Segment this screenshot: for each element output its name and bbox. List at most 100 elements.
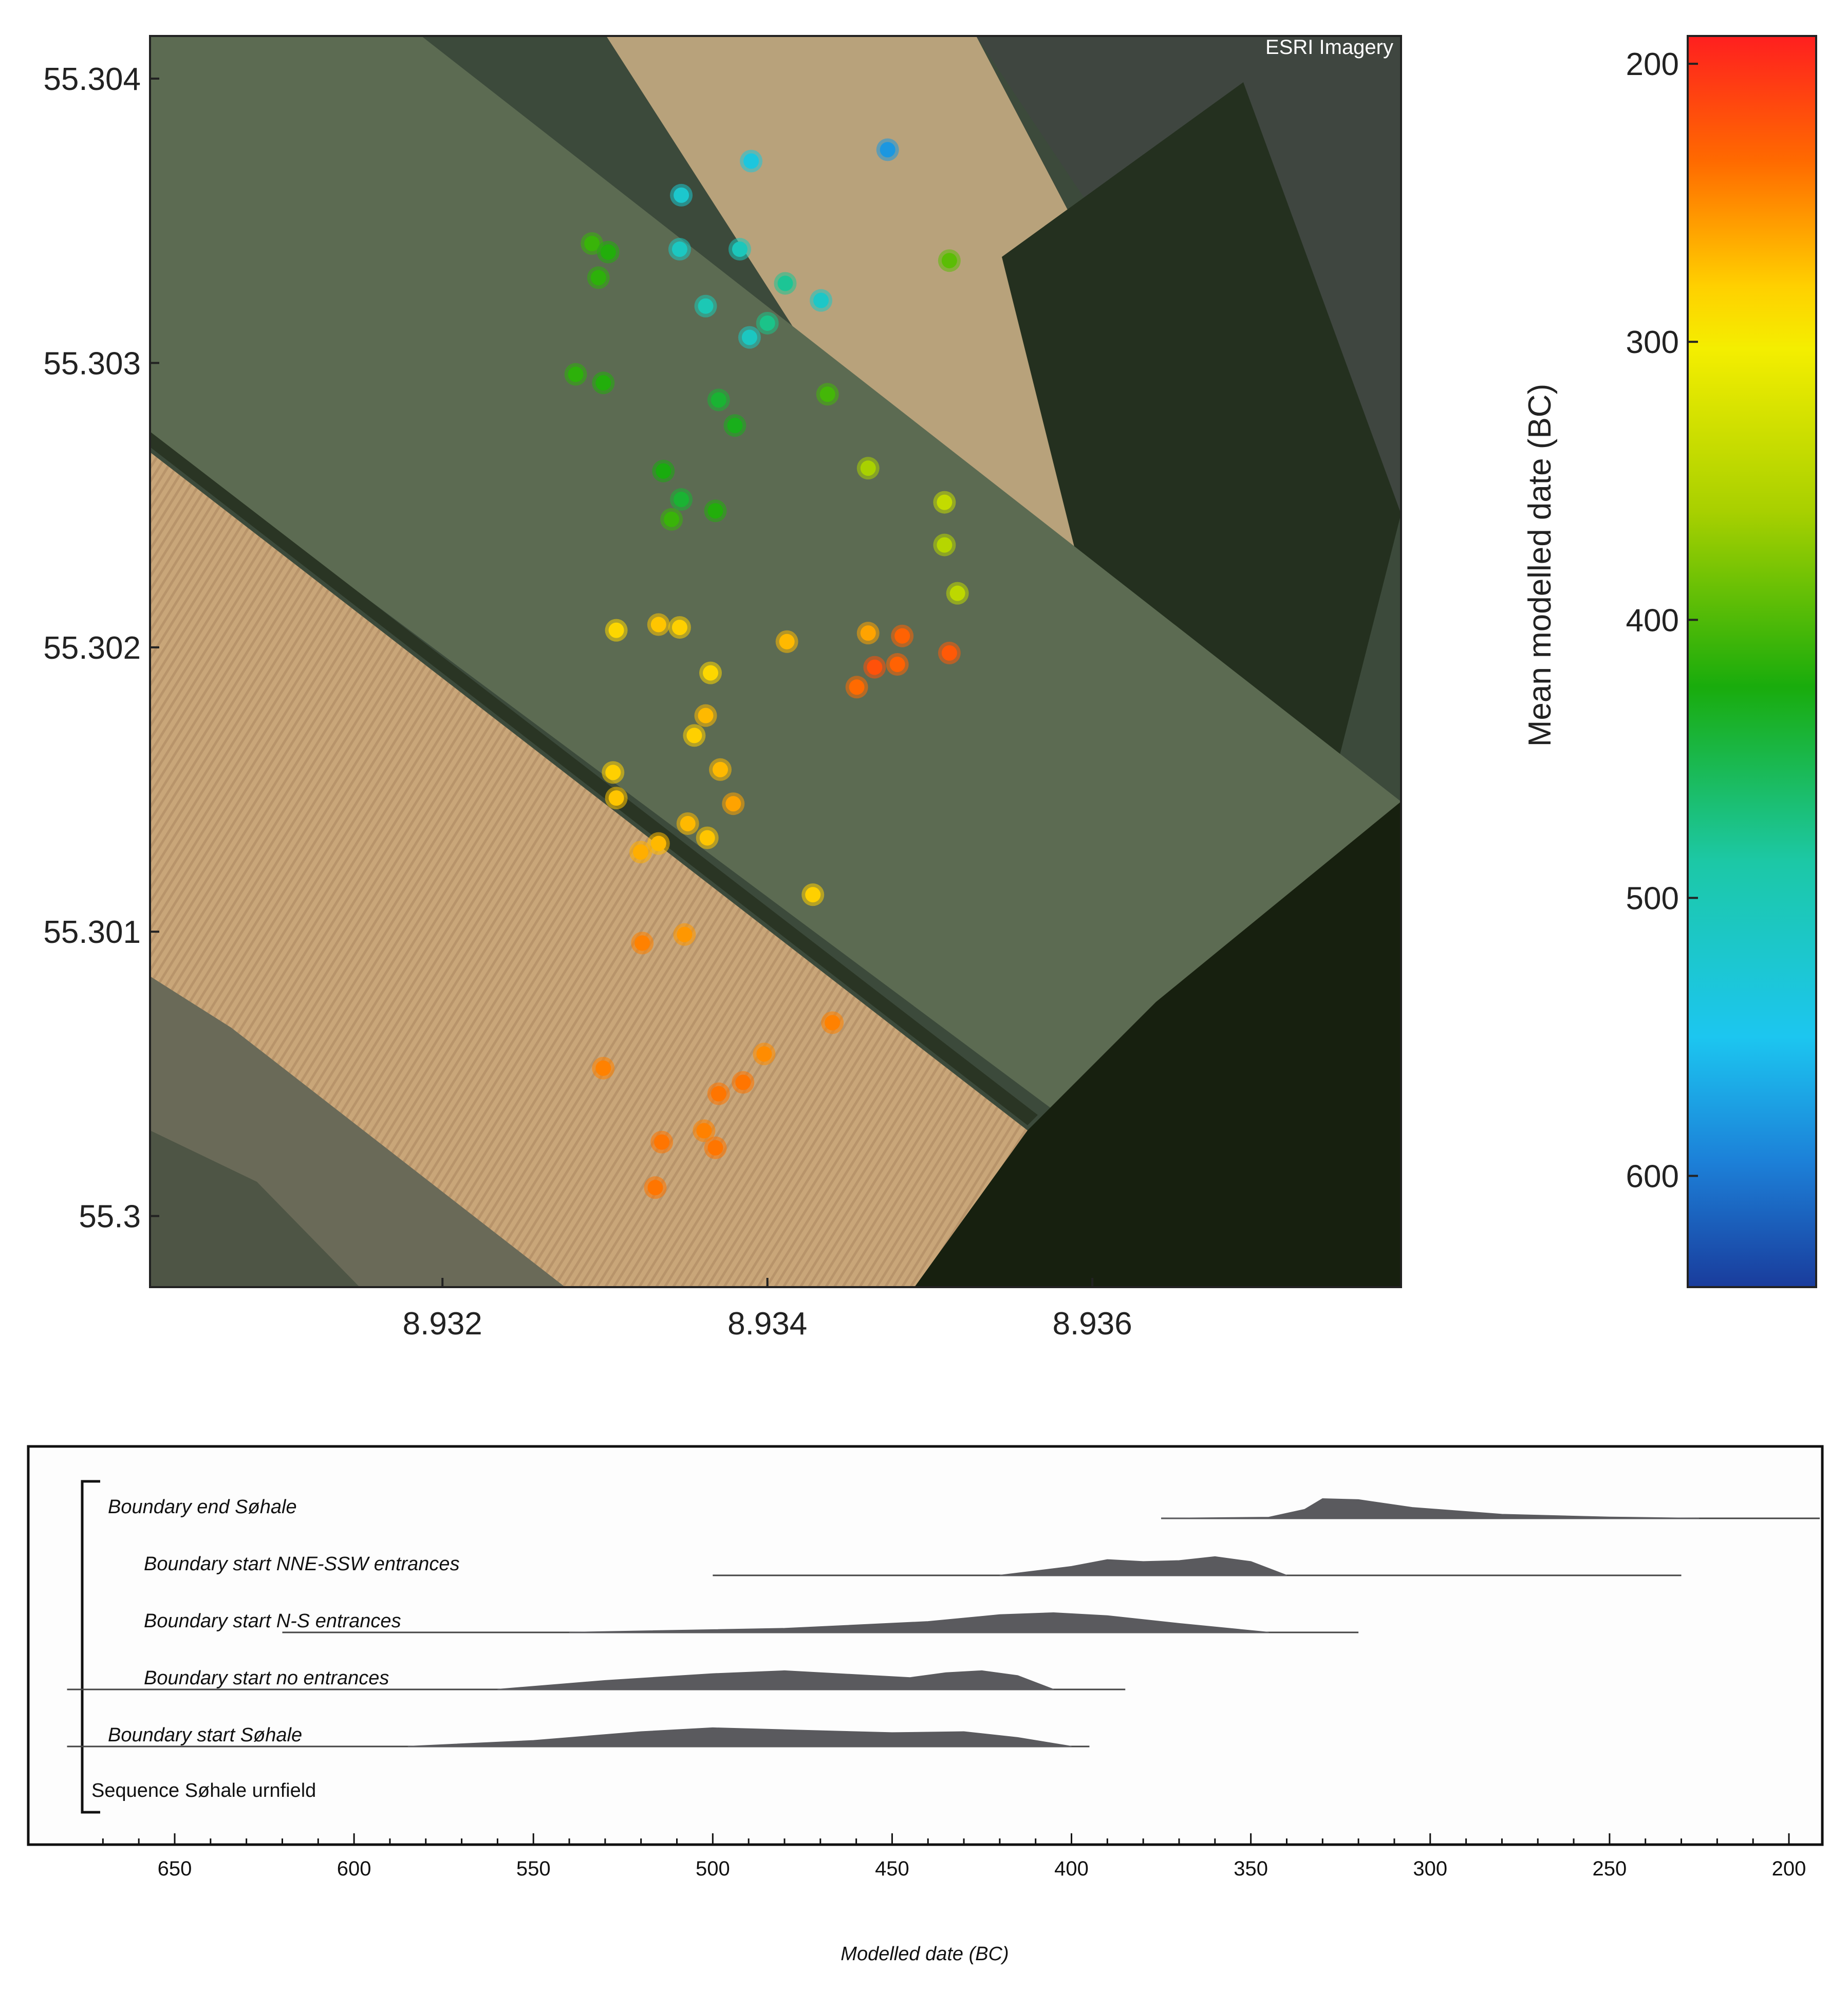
- colorbar-tick-label: 600: [1626, 1159, 1679, 1195]
- map-points: [564, 138, 969, 1199]
- oxcal-tick-label: 500: [696, 1857, 730, 1880]
- distribution-row: Boundary start NNE-SSW entrances: [144, 1553, 1682, 1576]
- map-point: [756, 311, 779, 334]
- map-panel: ESRI Imagery 55.3 55.301 55.302 55.303 55.30…: [43, 35, 1402, 1342]
- colorbar: 200 300 400 500 600 Mean modelled date (BC): [1522, 35, 1817, 1288]
- y-tick-label: 55.303: [43, 346, 141, 381]
- map-point: [592, 371, 615, 395]
- map-point: [694, 294, 717, 318]
- map-point: [816, 383, 839, 406]
- posterior-distribution: [1161, 1498, 1700, 1519]
- colorbar-tick-label: 400: [1626, 603, 1679, 638]
- map-point: [707, 1082, 730, 1105]
- map-frame: [149, 35, 1402, 1288]
- map-point: [644, 1176, 667, 1199]
- x-tick-label: 8.934: [727, 1306, 807, 1342]
- colorbar-ticks: 200 300 400 500 600: [1626, 47, 1698, 1195]
- map-point: [668, 616, 691, 639]
- map-point: [631, 932, 654, 955]
- distribution-row: Boundary start N-S entrances: [144, 1610, 1359, 1633]
- map-point: [652, 459, 675, 482]
- map-point: [693, 1119, 716, 1142]
- oxcal-tick-label: 250: [1593, 1857, 1627, 1880]
- map-point: [704, 499, 727, 523]
- map-point: [699, 661, 722, 684]
- map-point: [704, 1136, 727, 1159]
- map-point: [605, 787, 628, 810]
- oxcal-tick-label: 550: [516, 1857, 551, 1880]
- map-point: [676, 812, 699, 835]
- map-point: [723, 414, 746, 437]
- map-point: [660, 508, 683, 531]
- map-point: [650, 1130, 674, 1154]
- distribution-label: Boundary start N-S entrances: [144, 1610, 401, 1632]
- map-point: [670, 183, 693, 207]
- map-point: [670, 488, 693, 511]
- map-point: [876, 138, 899, 161]
- map-point: [933, 491, 956, 514]
- oxcal-tick-label: 600: [337, 1857, 371, 1880]
- posterior-distribution: [999, 1556, 1287, 1576]
- y-tick-label: 55.3: [79, 1199, 141, 1235]
- distribution-label: Boundary start Søhale: [108, 1724, 302, 1746]
- map-point: [696, 826, 719, 849]
- distribution-label: Boundary end Søhale: [108, 1496, 297, 1518]
- map-point: [683, 724, 706, 747]
- map-point: [596, 240, 620, 264]
- satellite-background: [150, 36, 1401, 1287]
- posterior-distribution: [407, 1727, 1072, 1747]
- oxcal-panel: Boundary end Søhale Boundary start NNE-SS…: [27, 1445, 1824, 1965]
- y-tick-label: 55.302: [43, 630, 141, 666]
- map-point: [845, 676, 868, 699]
- oxcal-tick-label: 200: [1772, 1857, 1806, 1880]
- map-point: [933, 533, 956, 556]
- oxcal-distributions: Boundary end Søhale Boundary start NNE-SS…: [67, 1496, 1820, 1748]
- imagery-credit: ESRI Imagery: [1265, 36, 1393, 59]
- sequence-bracket: [81, 1480, 100, 1814]
- colorbar-label: Mean modelled date (BC): [1522, 384, 1558, 747]
- map-y-axis: 55.3 55.301 55.302 55.303 55.304: [43, 62, 159, 1235]
- map-point: [856, 457, 880, 480]
- distribution-row: Boundary start no entrances: [67, 1667, 1126, 1690]
- map-point: [938, 641, 961, 664]
- oxcal-tick-label: 650: [158, 1857, 192, 1880]
- map-point: [801, 883, 825, 906]
- oxcal-tick-label: 450: [875, 1857, 909, 1880]
- posterior-distribution: [569, 1612, 1269, 1633]
- map-point: [753, 1043, 776, 1066]
- map-x-axis: 8.932 8.934 8.936: [403, 1278, 1132, 1342]
- distribution-row: Boundary start Søhale: [67, 1724, 1090, 1748]
- map-point: [668, 238, 691, 261]
- colorbar-gradient: [1687, 35, 1817, 1288]
- map-point: [821, 1011, 844, 1034]
- sequence-label: Sequence Søhale urnfield: [91, 1780, 316, 1801]
- x-tick-label: 8.936: [1053, 1306, 1132, 1342]
- distribution-label: Boundary start no entrances: [144, 1667, 389, 1689]
- oxcal-x-label: Modelled date (BC): [841, 1943, 1009, 1965]
- colorbar-tick-label: 200: [1626, 47, 1679, 82]
- y-tick-label: 55.304: [43, 62, 141, 97]
- map-point: [938, 249, 961, 272]
- oxcal-tick-label: 300: [1413, 1857, 1447, 1880]
- posterior-distribution: [497, 1670, 1054, 1690]
- map-point: [694, 704, 717, 727]
- map-point: [708, 758, 732, 781]
- distribution-label: Boundary start NNE-SSW entrances: [144, 1553, 460, 1575]
- map-point: [863, 656, 886, 679]
- map-point: [587, 266, 610, 289]
- map-point: [738, 326, 761, 349]
- colorbar-tick-label: 500: [1626, 881, 1679, 916]
- distribution-row: Boundary end Søhale: [108, 1496, 1820, 1519]
- map-point: [946, 582, 969, 605]
- map-point: [605, 619, 628, 642]
- map-point: [564, 363, 587, 386]
- map-point: [707, 388, 730, 412]
- oxcal-frame: [27, 1445, 1824, 1846]
- map-point: [856, 622, 880, 645]
- map-point: [732, 1071, 755, 1094]
- map-point: [673, 923, 696, 946]
- map-point: [592, 1056, 615, 1080]
- map-point: [602, 761, 625, 784]
- map-point: [775, 630, 798, 653]
- map-point: [774, 272, 797, 295]
